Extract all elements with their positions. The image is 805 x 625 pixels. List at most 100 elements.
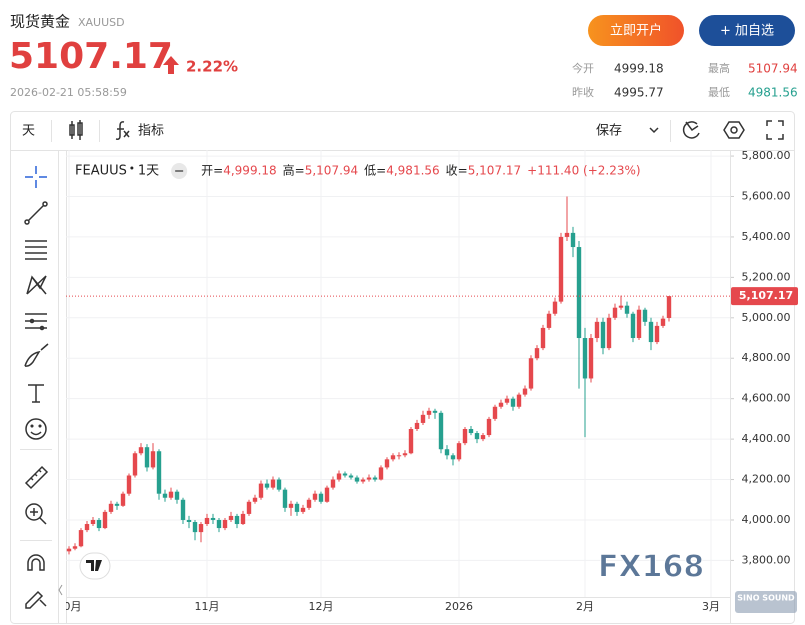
zoom-tool[interactable] bbox=[25, 503, 47, 525]
candle-body bbox=[624, 305, 630, 314]
settings-button[interactable] bbox=[723, 121, 745, 139]
candle-body bbox=[360, 479, 366, 482]
candle-body bbox=[84, 524, 90, 531]
legend-field-label: 高= bbox=[283, 163, 305, 178]
y-tick-label: 4,800.00 bbox=[742, 351, 791, 364]
candle-body bbox=[522, 388, 528, 395]
candle-body bbox=[258, 483, 264, 498]
candle-body bbox=[426, 410, 432, 415]
candle-body bbox=[138, 447, 144, 454]
candle-body bbox=[504, 398, 510, 403]
y-tick-label: 5,200.00 bbox=[742, 270, 791, 283]
candle-body bbox=[180, 499, 186, 520]
candle-body bbox=[192, 522, 198, 533]
tv-logo bbox=[79, 552, 111, 580]
legend-field-value: 4,981.56 bbox=[386, 164, 439, 178]
lock-tool[interactable] bbox=[25, 590, 47, 609]
watchlist-button[interactable] bbox=[699, 15, 795, 46]
legend-field-label: 收= bbox=[446, 164, 468, 178]
candle-body bbox=[450, 455, 456, 460]
pattern-tool[interactable] bbox=[26, 275, 47, 295]
candle-body bbox=[336, 473, 342, 480]
x-tick-label: 3月 bbox=[702, 600, 720, 613]
line-tool[interactable] bbox=[24, 201, 48, 225]
candle-body bbox=[240, 513, 246, 525]
timestamp: 2026-02-21 05:58:59 bbox=[10, 86, 127, 99]
text-tool[interactable] bbox=[28, 384, 44, 403]
candle-body bbox=[90, 519, 96, 525]
stat-value: 5107.94 bbox=[748, 62, 798, 76]
price: 5107.17 bbox=[9, 36, 173, 77]
watchlist-label[interactable]: + 加自选 bbox=[720, 24, 774, 39]
candle-body bbox=[540, 327, 546, 349]
replay-button[interactable] bbox=[682, 121, 700, 139]
legend-dot bbox=[130, 166, 134, 170]
candle-body bbox=[210, 517, 216, 520]
candle-body bbox=[204, 517, 210, 525]
ruler-tool[interactable] bbox=[24, 465, 49, 490]
brush-tool[interactable] bbox=[24, 343, 49, 367]
candle-body bbox=[630, 313, 636, 339]
candle-body bbox=[486, 418, 492, 436]
x-tick-label: 2026 bbox=[445, 600, 473, 613]
open-account-label[interactable]: 立即开户 bbox=[610, 23, 662, 39]
watermark-logo: FX168 bbox=[598, 550, 704, 585]
candle-body bbox=[510, 398, 516, 407]
candle-body bbox=[498, 402, 504, 407]
candle-body bbox=[534, 348, 540, 359]
legend-interval: 1天 bbox=[138, 164, 159, 179]
legend-change: +111.40 (+2.23%) bbox=[527, 164, 640, 178]
candle-body bbox=[492, 406, 498, 419]
price-change: 2.22% bbox=[186, 58, 238, 76]
x-tick-label: 12月 bbox=[309, 600, 334, 613]
save-dropdown[interactable] bbox=[649, 127, 659, 134]
chart-type-button[interactable] bbox=[69, 120, 83, 140]
candle-body bbox=[114, 503, 120, 506]
candle-body bbox=[582, 338, 588, 379]
candle-body bbox=[108, 503, 114, 512]
candle-body bbox=[600, 321, 606, 349]
y-tick-label: 3,800.00 bbox=[742, 553, 791, 566]
magnet-tool[interactable] bbox=[27, 554, 45, 571]
stat-label: 最高 bbox=[708, 61, 730, 75]
candle-body bbox=[402, 453, 408, 456]
plot-area: 10月 11月 12月 2026 2月 3月 bbox=[66, 150, 730, 613]
candle-body bbox=[642, 309, 648, 322]
legend-field-value: 4,999.18 bbox=[223, 164, 276, 178]
candle-body bbox=[168, 491, 174, 498]
fx-icon[interactable] bbox=[115, 121, 130, 140]
candle-body bbox=[294, 503, 300, 512]
candle-body bbox=[552, 301, 558, 314]
candle-body bbox=[78, 530, 84, 547]
candle-body bbox=[372, 477, 378, 480]
y-tick-label: 5,800.00 bbox=[742, 149, 791, 162]
candle-body bbox=[546, 313, 552, 328]
candle-body bbox=[516, 394, 522, 407]
stat-label: 最低 bbox=[708, 86, 730, 99]
save-button[interactable]: 保存 bbox=[596, 124, 622, 139]
candle-body bbox=[636, 309, 642, 339]
emoji-tool[interactable] bbox=[25, 418, 47, 440]
y-tick-label: 5,000.00 bbox=[742, 311, 791, 324]
crosshair-tool[interactable] bbox=[25, 166, 47, 188]
candle-body bbox=[528, 358, 534, 389]
candle-body bbox=[660, 318, 666, 326]
fullscreen-button[interactable] bbox=[766, 120, 784, 140]
candle-body bbox=[444, 449, 450, 456]
candle-body bbox=[666, 296, 672, 318]
indicators-button[interactable]: 指标 bbox=[138, 124, 164, 139]
candle-body bbox=[408, 429, 414, 454]
channel-tool[interactable] bbox=[25, 240, 47, 260]
stat-label: 昨收 bbox=[572, 85, 594, 99]
fib-tool[interactable] bbox=[25, 313, 47, 331]
candle-body bbox=[648, 321, 654, 343]
y-tick-label: 4,400.00 bbox=[742, 432, 791, 445]
open-account-button[interactable] bbox=[588, 15, 684, 46]
candle-body bbox=[66, 548, 72, 552]
interval-button[interactable]: 天 bbox=[22, 124, 35, 139]
y-tick-label: 5,600.00 bbox=[742, 190, 791, 203]
collapse-toggle[interactable] bbox=[58, 584, 63, 596]
stat-label: 今开 bbox=[572, 61, 594, 75]
candle-body bbox=[288, 503, 294, 508]
